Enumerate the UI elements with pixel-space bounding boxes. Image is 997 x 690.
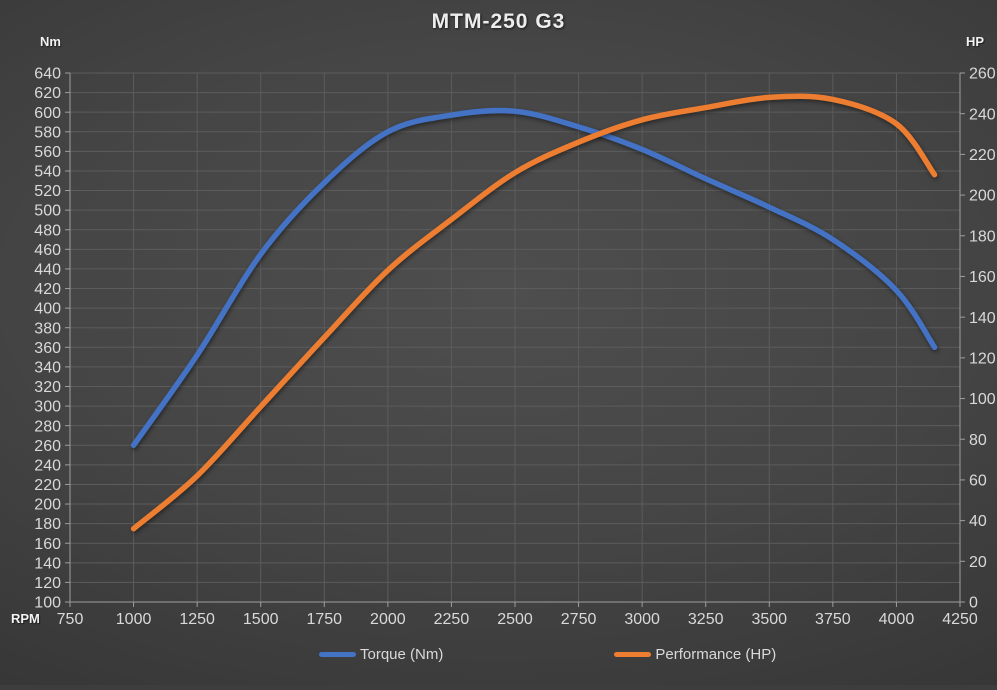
y-right-tick-label: 160: [969, 269, 996, 286]
y-left-tick-label: 520: [34, 183, 61, 200]
x-tick-label: 1000: [116, 611, 152, 628]
chart-title: MTM-250 G3: [431, 10, 566, 33]
x-tick-label: 750: [57, 611, 84, 628]
x-tick-label: 3000: [624, 611, 660, 628]
legend-item-performance[interactable]: Performance (HP): [614, 646, 776, 663]
x-axis-title: RPM: [11, 611, 40, 626]
y-left-tick-label: 580: [34, 124, 61, 141]
y-left-tick-label: 360: [34, 340, 61, 357]
y-right-tick-label: 0: [969, 595, 978, 612]
gridlines: [69, 72, 961, 603]
axis-tick-marks: [65, 72, 965, 607]
legend-label-performance: Performance (HP): [655, 646, 777, 663]
y-right-tick-label: 140: [969, 310, 996, 327]
y-left-tick-label: 100: [34, 595, 61, 612]
legend-label-torque: Torque (Nm): [360, 646, 444, 663]
y-left-tick-label: 300: [34, 399, 61, 416]
y-left-tick-label: 440: [34, 262, 61, 279]
y-left-tick-label: 320: [34, 379, 61, 396]
bottom-edge-strip: [0, 685, 997, 690]
y-left-tick-label: 340: [34, 359, 61, 376]
y-left-tick-label: 380: [34, 320, 61, 337]
x-tick-label: 1750: [306, 611, 342, 628]
torque-curve[interactable]: [130, 107, 938, 449]
performance-curve[interactable]: [130, 93, 938, 532]
y-left-tick-label: 480: [34, 222, 61, 239]
y-left-tick-label: 160: [34, 536, 61, 553]
left-axis-title: Nm: [40, 34, 61, 49]
y-left-tick-label: 260: [34, 438, 61, 455]
right-axis-title: HP: [966, 34, 985, 49]
y-left-tick-label: 620: [34, 85, 61, 102]
x-tick-label: 1500: [243, 611, 279, 628]
y-left-tick-label: 140: [34, 555, 61, 572]
x-tick-label: 3250: [688, 611, 724, 628]
performance-line-swatch: [614, 652, 652, 657]
y-right-tick-label: 220: [969, 147, 996, 164]
y-left-tick-label: 560: [34, 144, 61, 161]
torque-line-swatch: [319, 652, 356, 657]
x-tick-label: 2500: [497, 611, 533, 628]
legend: Torque (Nm) Performance (HP): [319, 646, 776, 663]
y-right-tick-label: 120: [969, 350, 996, 367]
y-left-tick-label: 420: [34, 281, 61, 298]
x-tick-label: 4000: [879, 611, 915, 628]
x-tick-label: 2250: [434, 611, 470, 628]
x-tick-label: 4250: [942, 611, 978, 628]
x-tick-label: 2750: [561, 611, 597, 628]
y-left-tick-label: 500: [34, 203, 61, 220]
y-right-tick-label: 60: [969, 473, 987, 490]
x-tick-label: 3750: [815, 611, 851, 628]
y-left-tick-label: 240: [34, 457, 61, 474]
y-left-tick-label: 120: [34, 575, 61, 592]
y-left-tick-label: 200: [34, 497, 61, 514]
y-right-tick-label: 40: [969, 513, 987, 530]
y-left-tick-label: 460: [34, 242, 61, 259]
x-tick-label: 3500: [751, 611, 787, 628]
x-tick-label: 1250: [179, 611, 215, 628]
y-left-tick-label: 540: [34, 164, 61, 181]
y-left-tick-label: 220: [34, 477, 61, 494]
y-left-tick-label: 400: [34, 301, 61, 318]
y-right-tick-label: 80: [969, 432, 987, 449]
y-right-tick-label: 260: [969, 66, 996, 83]
y-left-tick-label: 600: [34, 105, 61, 122]
y-right-tick-label: 200: [969, 188, 996, 205]
y-left-tick-label: 180: [34, 516, 61, 533]
legend-item-torque[interactable]: Torque (Nm): [319, 646, 443, 663]
series-lines: [130, 93, 938, 532]
axis-tick-labels: 750 1000 1250 1500 1750 2000 2250 2500 2750 3000 3…: [34, 66, 996, 628]
y-right-tick-label: 180: [969, 228, 996, 245]
x-tick-label: 2000: [370, 611, 406, 628]
y-left-tick-label: 640: [34, 66, 61, 83]
y-right-tick-label: 100: [969, 391, 996, 408]
y-left-tick-label: 280: [34, 418, 61, 435]
y-right-tick-label: 240: [969, 106, 996, 123]
y-right-tick-label: 20: [969, 554, 987, 571]
